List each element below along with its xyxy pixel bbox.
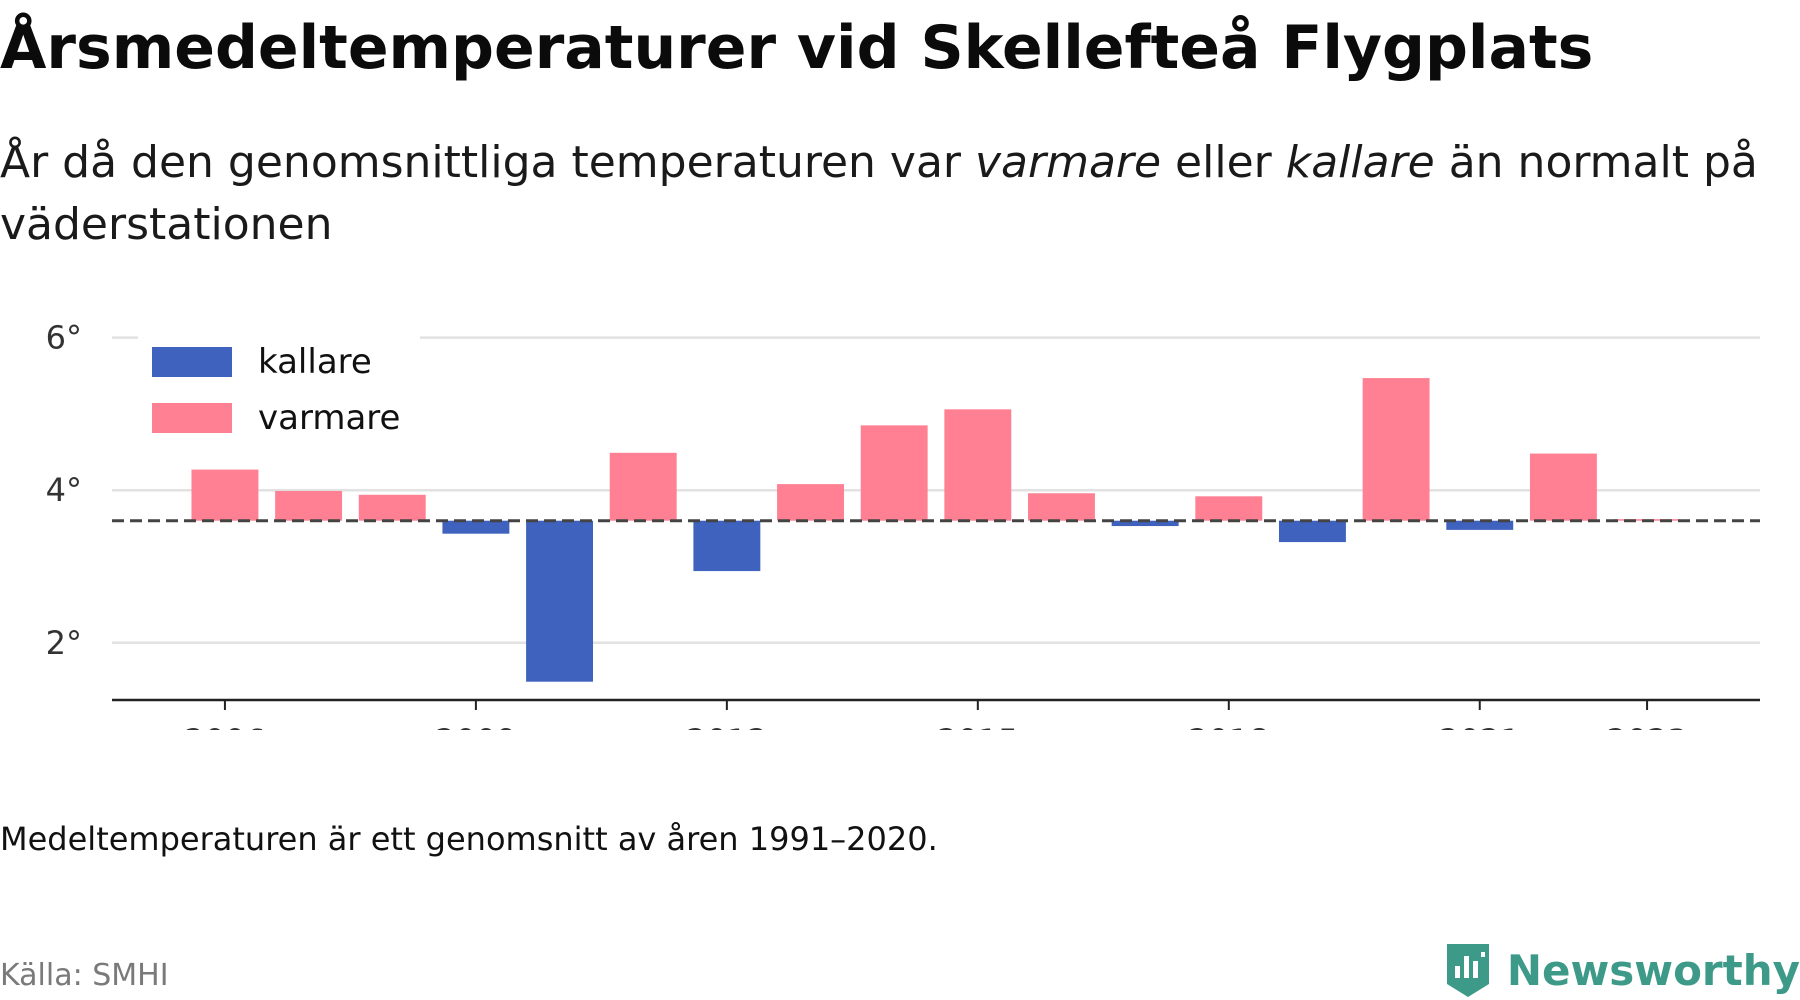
bar-2016 — [1028, 493, 1095, 521]
bar-2019 — [1278, 520, 1346, 543]
x-tick-label-2009: 2009 — [435, 722, 516, 730]
y-tick-label-6: 6° — [46, 319, 82, 357]
legend-label-varmare: varmare — [258, 398, 400, 438]
bar-2017 — [1111, 520, 1179, 527]
bar-2012 — [693, 520, 761, 572]
subtitle-warm-word: varmare — [974, 137, 1162, 188]
bar-2018 — [1195, 496, 1263, 521]
y-tick-label-4: 4° — [46, 471, 82, 509]
page-title: Årsmedeltemperaturer vid Skellefteå Flyg… — [0, 13, 1594, 83]
x-tick-label-2018: 2018 — [1188, 722, 1269, 730]
x-tick-label-2015: 2015 — [937, 722, 1018, 730]
legend-swatch-kallare — [152, 347, 232, 377]
legend: kallare varmare — [138, 318, 420, 440]
temperature-bar-chart: 2° 4° 6° 2006 2009 2012 2015 2018 2021 2023 kall… — [46, 318, 1760, 730]
x-axis: 2006 2009 2012 2015 2018 2021 2023 — [112, 698, 1760, 730]
brand-logo: Newsworthy — [1443, 940, 1800, 1000]
bar-2013 — [777, 484, 844, 521]
subtitle-text-1: År då den genomsnittliga temperaturen va… — [0, 137, 975, 188]
bar-2020 — [1362, 378, 1430, 521]
y-axis-ticks: 2° 4° 6° — [46, 319, 82, 662]
bar-2008 — [358, 494, 426, 521]
bar-2010 — [526, 520, 594, 682]
subtitle-text-3: än normalt på väderstationen — [0, 137, 1758, 250]
legend-label-kallare: kallare — [258, 342, 372, 382]
legend-swatch-varmare — [152, 403, 232, 433]
bars — [191, 378, 1681, 682]
bar-2022 — [1529, 453, 1597, 521]
x-tick-label-2021: 2021 — [1439, 722, 1520, 730]
subtitle-cold-word: kallare — [1285, 137, 1435, 188]
bar-2014 — [860, 425, 928, 521]
bar-2015 — [944, 409, 1012, 521]
footnote: Medeltemperaturen är ett genomsnitt av å… — [0, 820, 938, 858]
bar-2007 — [275, 490, 343, 521]
bar-2021 — [1446, 520, 1514, 530]
x-tick-label-2012: 2012 — [686, 722, 767, 730]
page-subtitle: År då den genomsnittliga temperaturen va… — [0, 132, 1780, 256]
x-tick-label-2006: 2006 — [184, 722, 265, 730]
bar-2009 — [442, 520, 510, 534]
newsworthy-logo-icon — [1446, 944, 1489, 997]
brand-name: Newsworthy — [1506, 945, 1800, 995]
y-tick-label-2: 2° — [46, 624, 82, 662]
x-tick-label-2023: 2023 — [1606, 722, 1687, 730]
source-label: Källa: SMHI — [0, 958, 169, 993]
bar-2011 — [609, 452, 677, 521]
subtitle-text-2: eller — [1161, 137, 1286, 188]
bar-2006 — [191, 469, 259, 521]
